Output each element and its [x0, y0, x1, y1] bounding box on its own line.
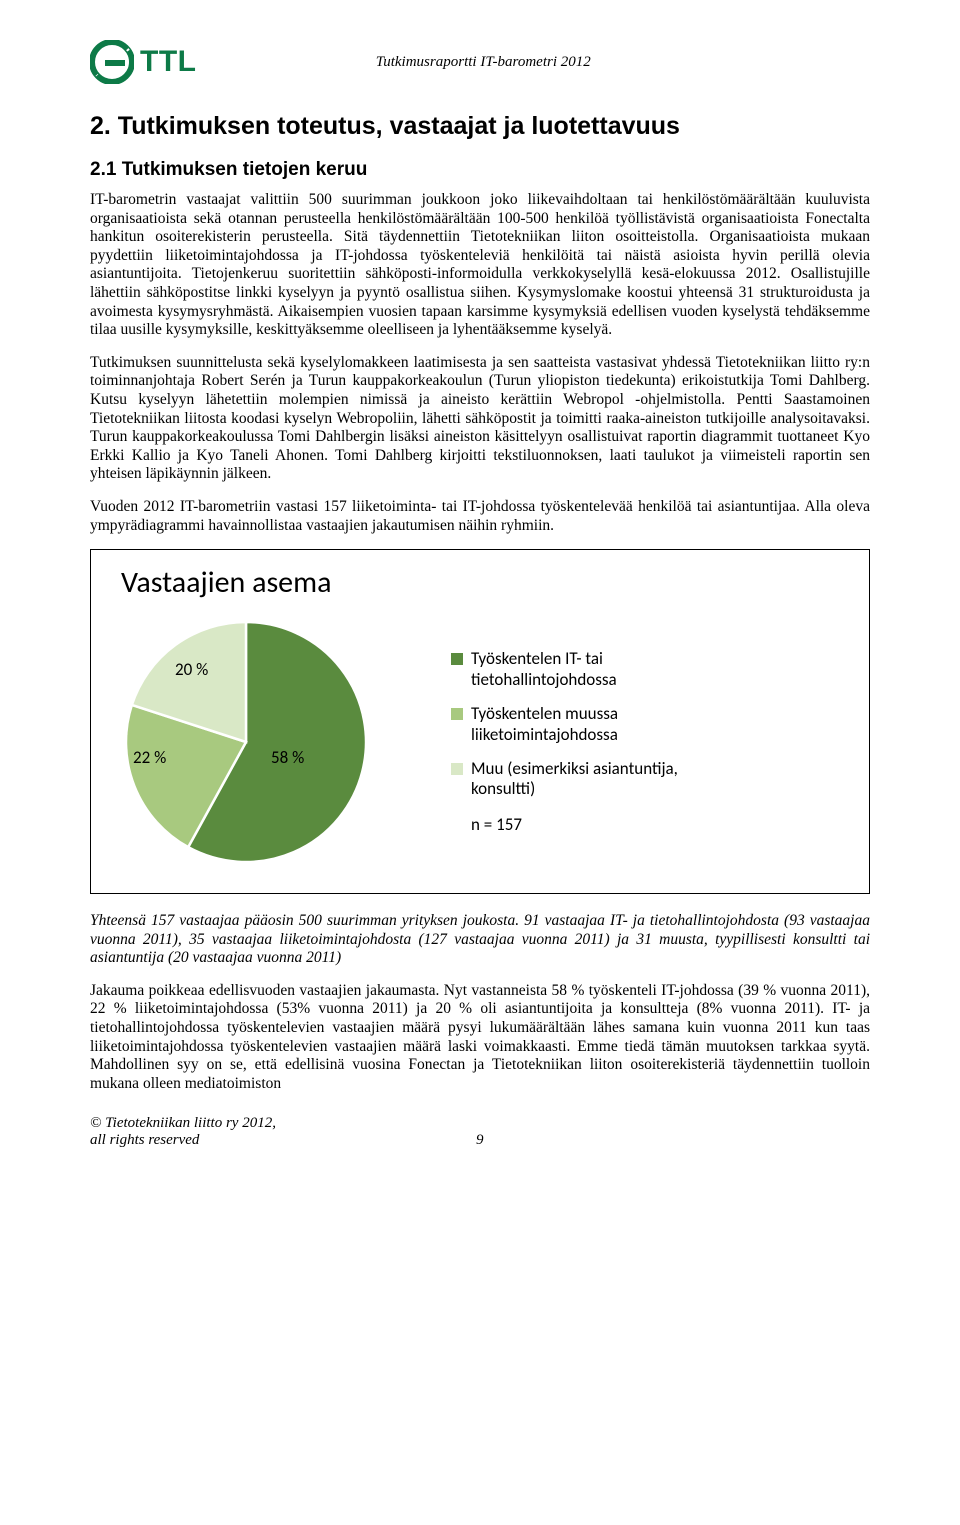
chart-caption: Yhteensä 157 vastaajaa pääosin 500 suuri… — [90, 912, 870, 968]
legend-swatch — [451, 708, 463, 720]
legend-n: n = 157 — [471, 814, 731, 835]
pie-slice-label: 20 % — [175, 659, 208, 680]
page-number: 9 — [476, 1132, 484, 1149]
footer-line1: © Tietotekniikan liitto ry 2012, — [90, 1115, 276, 1132]
paragraph-1: IT-barometrin vastaajat valittiin 500 su… — [90, 191, 870, 340]
doc-title: Tutkimusraportti IT-barometri 2012 — [196, 54, 770, 71]
page-footer: © Tietotekniikan liitto ry 2012, all rig… — [90, 1115, 870, 1149]
chart-legend: Työskentelen IT- tai tietohallintojohdos… — [451, 649, 731, 834]
chart-body: 58 % 22 % 20 % Työskentelen IT- tai tietoh… — [121, 617, 839, 867]
pie-slice-label: 58 % — [271, 747, 304, 768]
legend-swatch — [451, 763, 463, 775]
legend-label: Työskentelen IT- tai tietohallintojohdos… — [471, 649, 731, 690]
footer-line2: all rights reserved — [90, 1132, 276, 1149]
pie-chart: 58 % 22 % 20 % — [121, 617, 371, 867]
paragraph-3: Vuoden 2012 IT-barometriin vastasi 157 l… — [90, 498, 870, 535]
pie-chart-container: Vastaajien asema 58 % 22 % 20 % Työskentel… — [90, 549, 870, 894]
legend-label: Muu (esimerkiksi asiantuntija, konsultti… — [471, 759, 731, 800]
legend-swatch — [451, 653, 463, 665]
page-header: TTL Tutkimusraportti IT-barometri 2012 — [90, 40, 870, 84]
legend-item: Työskentelen IT- tai tietohallintojohdos… — [451, 649, 731, 690]
footer-copyright: © Tietotekniikan liitto ry 2012, all rig… — [90, 1115, 276, 1149]
paragraph-4: Jakauma poikkeaa edellisvuoden vastaajie… — [90, 982, 870, 1094]
legend-item: Muu (esimerkiksi asiantuntija, konsultti… — [451, 759, 731, 800]
logo-icon — [90, 40, 134, 84]
legend-label: Työskentelen muussa liiketoimintajohdoss… — [471, 704, 731, 745]
org-abbrev: TTL — [140, 45, 196, 79]
pie-slice-label: 22 % — [133, 747, 166, 768]
org-logo: TTL — [90, 40, 196, 84]
section-title: 2. Tutkimuksen toteutus, vastaajat ja lu… — [90, 112, 870, 141]
subsection-title: 2.1 Tutkimuksen tietojen keruu — [90, 159, 870, 181]
legend-item: Työskentelen muussa liiketoimintajohdoss… — [451, 704, 731, 745]
paragraph-2: Tutkimuksen suunnittelusta sekä kyselylo… — [90, 354, 870, 484]
page: TTL Tutkimusraportti IT-barometri 2012 2… — [0, 0, 960, 1179]
chart-title: Vastaajien asema — [121, 564, 839, 601]
